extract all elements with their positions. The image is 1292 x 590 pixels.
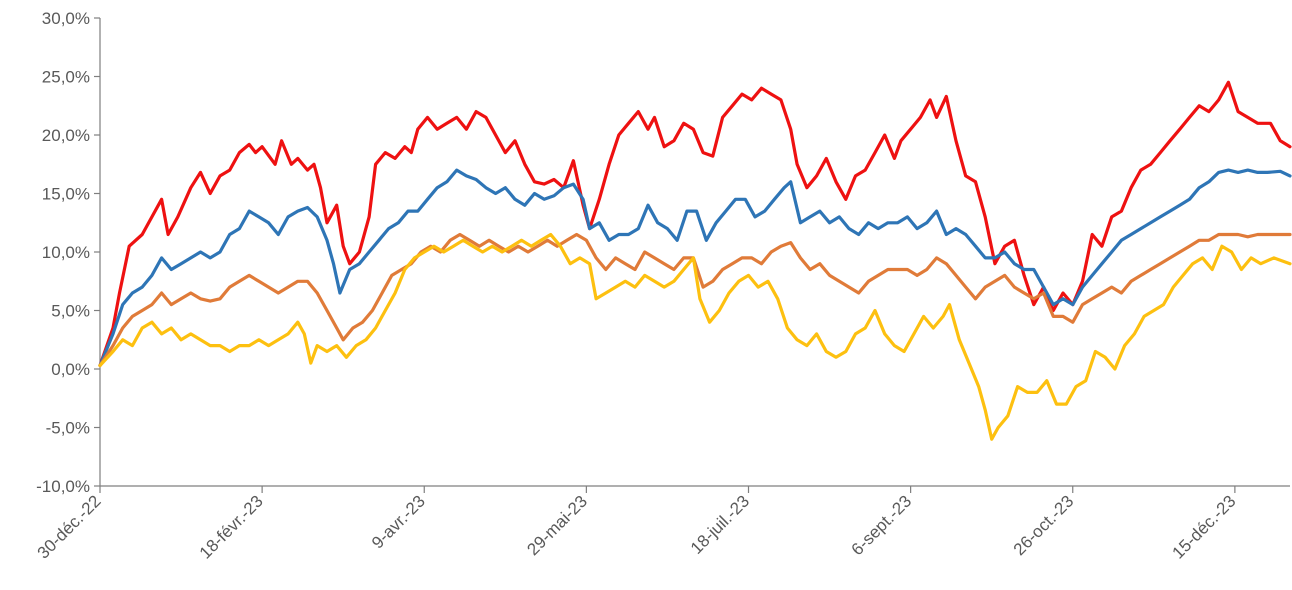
y-tick-label: 0,0% bbox=[51, 360, 90, 379]
series-line-2 bbox=[98, 168, 1292, 368]
y-tick-label: 5,0% bbox=[51, 302, 90, 321]
x-tick-label: 26-oct.-23 bbox=[1010, 492, 1078, 560]
series-lines bbox=[98, 80, 1292, 441]
x-tick-label: 18-juil.-23 bbox=[687, 492, 753, 558]
y-tick-label: 10,0% bbox=[42, 243, 90, 262]
x-axis: 30-déc.-22 18-févr.-23 9-avr.-23 29-mai-23 1… bbox=[34, 485, 1290, 563]
y-tick-label: 20,0% bbox=[42, 126, 90, 145]
y-tick-label: 25,0% bbox=[42, 68, 90, 87]
x-tick-label: 30-déc.-22 bbox=[34, 492, 105, 563]
x-tick-label: 15-déc.-23 bbox=[1169, 492, 1240, 563]
y-tick-label: 30,0% bbox=[42, 9, 90, 28]
x-tick-label: 6-sept.-23 bbox=[848, 492, 916, 560]
series-line-4 bbox=[98, 232, 1292, 441]
y-tick-label: -5,0% bbox=[46, 419, 90, 438]
y-tick-label: -10,0% bbox=[36, 477, 90, 496]
x-tick-label: 29-mai-23 bbox=[523, 492, 591, 560]
series-line-1 bbox=[98, 80, 1292, 368]
x-tick-label: 18-févr.-23 bbox=[196, 492, 267, 563]
y-tick-label: 15,0% bbox=[42, 185, 90, 204]
y-axis: -10,0% -5,0% 0,0% 5,0% 10,0% 15,0% 20,0% 25,0% 3… bbox=[36, 9, 101, 496]
x-tick-label: 9-avr.-23 bbox=[368, 492, 429, 553]
